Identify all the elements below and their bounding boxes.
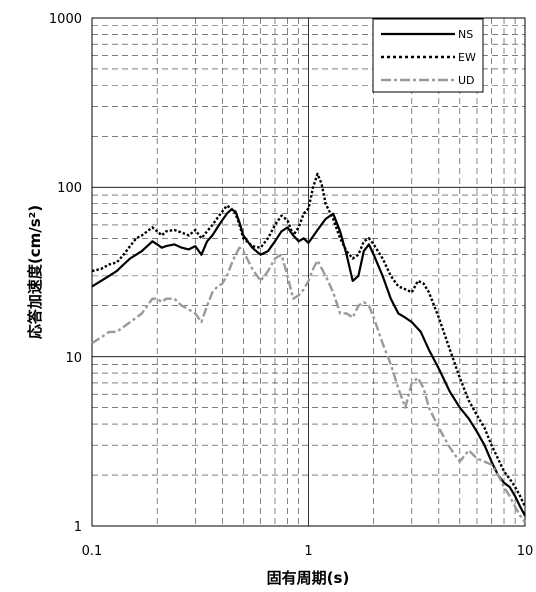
series-line-ew (91, 172, 527, 508)
legend: NS EW UD (372, 18, 484, 93)
x-tick-labels: 0.1 1 10 (82, 544, 534, 559)
y-axis-title: 応答加速度(cm/s²) (26, 205, 44, 339)
y-tick-labels: 1 10 100 1000 (49, 12, 82, 535)
legend-label-ud: UD (458, 74, 475, 87)
x-tick-label: 10 (517, 544, 534, 559)
series-line-ud (91, 246, 526, 524)
x-tick-label: 1 (304, 544, 312, 559)
y-tick-label: 100 (57, 181, 82, 196)
plot-area-frame (91, 17, 526, 527)
y-tick-label: 1 (74, 520, 82, 535)
y-tick-label: 1000 (49, 12, 82, 27)
x-axis-title: 固有周期(s) (267, 569, 350, 587)
y-tick-label: 10 (65, 351, 82, 366)
series-layer (91, 172, 527, 524)
series-line-ns (91, 208, 526, 517)
legend-label-ns: NS (458, 28, 473, 41)
grid-lines (92, 18, 525, 526)
legend-label-ew: EW (458, 51, 476, 64)
x-tick-label: 0.1 (82, 544, 103, 559)
